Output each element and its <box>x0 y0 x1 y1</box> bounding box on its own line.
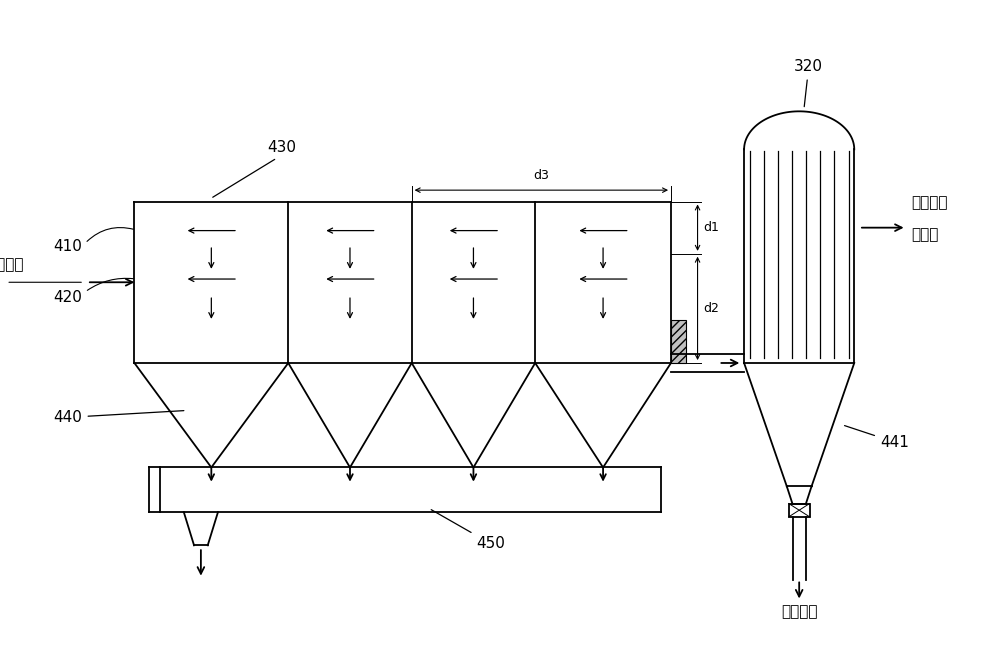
Text: 430: 430 <box>213 140 296 197</box>
Bar <box>789 504 810 517</box>
Text: 去二级分: 去二级分 <box>911 195 948 210</box>
Text: 320: 320 <box>794 59 823 107</box>
Text: 440: 440 <box>54 410 184 425</box>
Text: 第一固体: 第一固体 <box>781 604 817 619</box>
Text: 410: 410 <box>54 239 83 254</box>
Text: 混合气体: 混合气体 <box>0 257 24 272</box>
Text: d3: d3 <box>533 169 549 182</box>
Text: 420: 420 <box>54 290 83 305</box>
Text: 441: 441 <box>845 426 909 450</box>
Text: 离单元: 离单元 <box>911 227 939 242</box>
Text: d2: d2 <box>703 302 719 315</box>
Bar <box>671 320 686 363</box>
Text: 450: 450 <box>431 510 505 551</box>
Text: d1: d1 <box>703 221 719 234</box>
